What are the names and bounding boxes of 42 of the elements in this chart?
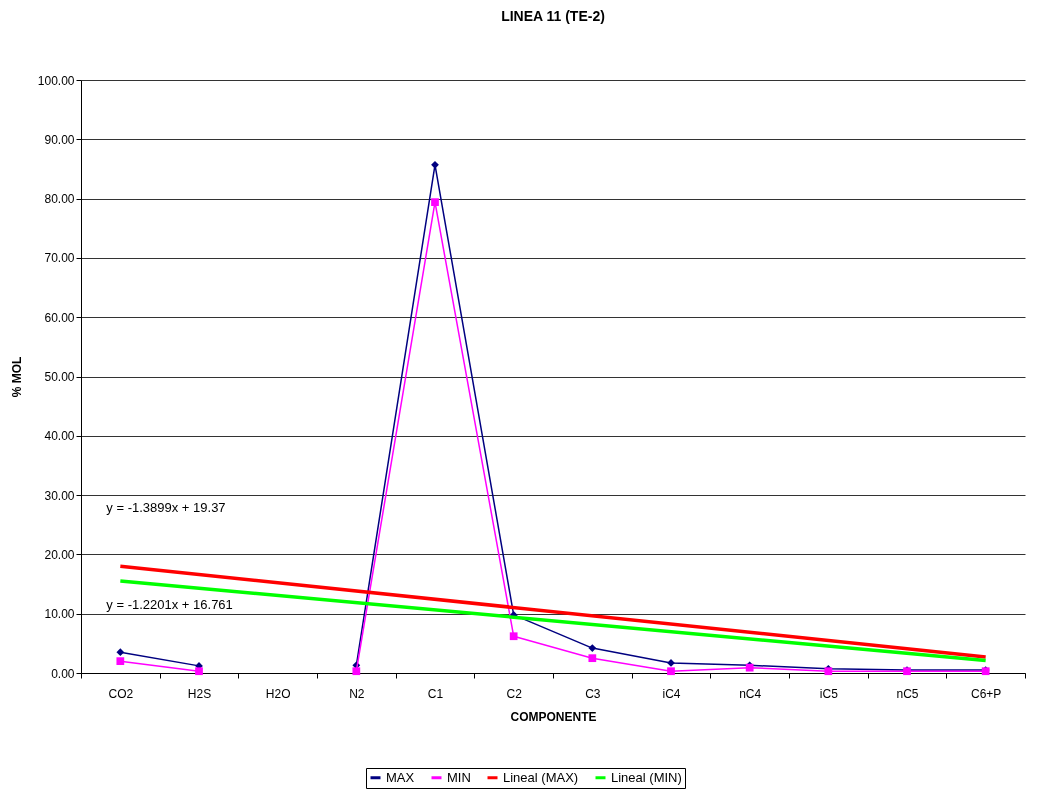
- annotation: y = -1.2201x + 16.761: [106, 597, 233, 613]
- point: [588, 644, 597, 652]
- y-tick-label: 70.00: [44, 251, 75, 266]
- x-axis-title: COMPONENTE: [510, 709, 597, 724]
- x-tick-label: C2: [506, 686, 523, 701]
- point: [195, 667, 203, 676]
- point: [116, 648, 125, 657]
- y-tick-label: 100.00: [37, 73, 75, 88]
- point: [588, 654, 597, 663]
- chart-title: LINEA 11 (TE-2): [501, 8, 605, 24]
- y-tick-label: 20.00: [44, 547, 75, 562]
- y-tick-label: 10.00: [44, 607, 75, 622]
- legend-label: MIN: [447, 769, 471, 785]
- x-tick-label: N2: [349, 686, 365, 701]
- legend-label: Lineal (MIN): [611, 769, 682, 785]
- point: [352, 667, 361, 676]
- legend-label: Lineal (MAX): [503, 769, 579, 785]
- x-tick-label: CO2: [108, 686, 134, 701]
- point: [431, 198, 439, 207]
- legend-label: MAX: [386, 769, 415, 785]
- x-tick-label: nC5: [896, 686, 919, 701]
- x-tick-label: C6+P: [970, 686, 1002, 701]
- y-tick-label: 30.00: [44, 488, 75, 503]
- x-tick-label: H2O: [265, 686, 291, 701]
- point: [667, 667, 675, 676]
- x-tick-label: C1: [427, 686, 444, 701]
- x-tick-label: C3: [585, 686, 601, 701]
- x-tick-label: H2S: [187, 686, 212, 701]
- point: [509, 632, 518, 641]
- y-tick-label: 0.00: [51, 666, 75, 681]
- annotation: y = -1.3899x + 19.37: [106, 500, 226, 516]
- x-tick-label: iC4: [662, 686, 681, 701]
- x-tick-label: nC4: [739, 686, 762, 701]
- y-tick-label: 80.00: [44, 192, 75, 207]
- y-tick-label: 60.00: [44, 310, 75, 325]
- y-tick-label: 90.00: [44, 132, 75, 147]
- x-tick-label: iC5: [819, 686, 839, 701]
- point: [431, 160, 439, 169]
- y-tick-label: 40.00: [44, 429, 75, 444]
- y-axis-title: % MOL: [9, 356, 24, 398]
- point: [116, 657, 125, 666]
- y-tick-label: 50.00: [44, 370, 75, 384]
